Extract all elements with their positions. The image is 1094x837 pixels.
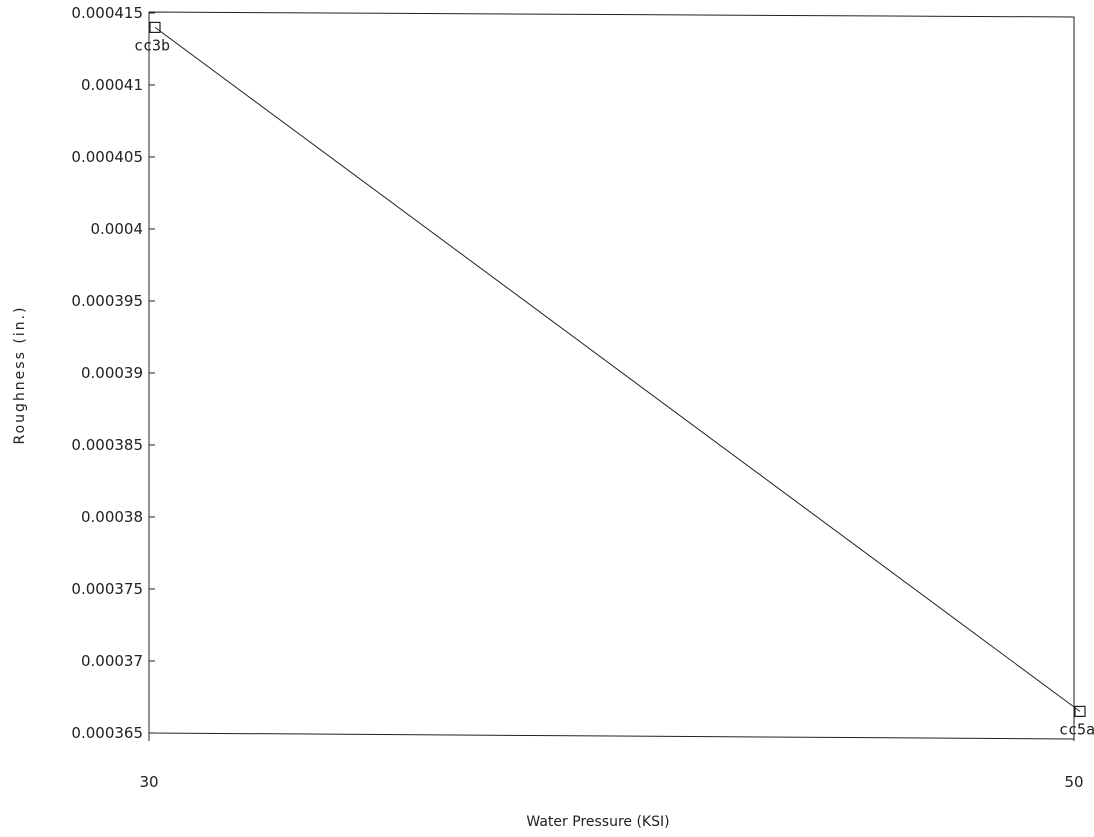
y-tick-label: 0.00041 <box>81 76 143 94</box>
series-layer: cc3b cc5a <box>134 21 1094 738</box>
y-tick-label: 0.000415 <box>71 4 143 22</box>
x-tick-label: 50 <box>1064 773 1083 791</box>
y-tick-label: 0.000405 <box>71 148 143 166</box>
y-tick-label: 0.000395 <box>71 292 143 310</box>
series-line <box>154 26 1081 712</box>
x-axis-title: Water Pressure (KSI) <box>526 814 669 830</box>
data-point-label: cc3b <box>134 36 170 54</box>
data-point-marker <box>1074 705 1086 718</box>
y-axis-ticks: 0.000365 0.00037 0.000375 0.00038 0.000385 0.… <box>71 4 155 742</box>
x-tick-label: 30 <box>139 773 158 791</box>
plot-frame <box>148 11 1075 740</box>
y-tick-label: 0.00039 <box>81 364 143 382</box>
data-point-label: cc5a <box>1059 720 1094 738</box>
y-tick-label: 0.00037 <box>81 652 143 670</box>
plot-border <box>148 11 1075 740</box>
y-tick-label: 0.000365 <box>71 724 143 742</box>
x-axis-ticks: 30 50 <box>139 733 1084 791</box>
data-point-marker <box>149 21 161 33</box>
y-tick-label: 0.0004 <box>91 220 144 238</box>
y-tick-label: 0.00038 <box>81 508 143 526</box>
y-axis-title: Roughness (in.) <box>12 306 28 445</box>
y-tick-label: 0.000375 <box>71 580 143 598</box>
y-tick-label: 0.000385 <box>71 436 143 454</box>
